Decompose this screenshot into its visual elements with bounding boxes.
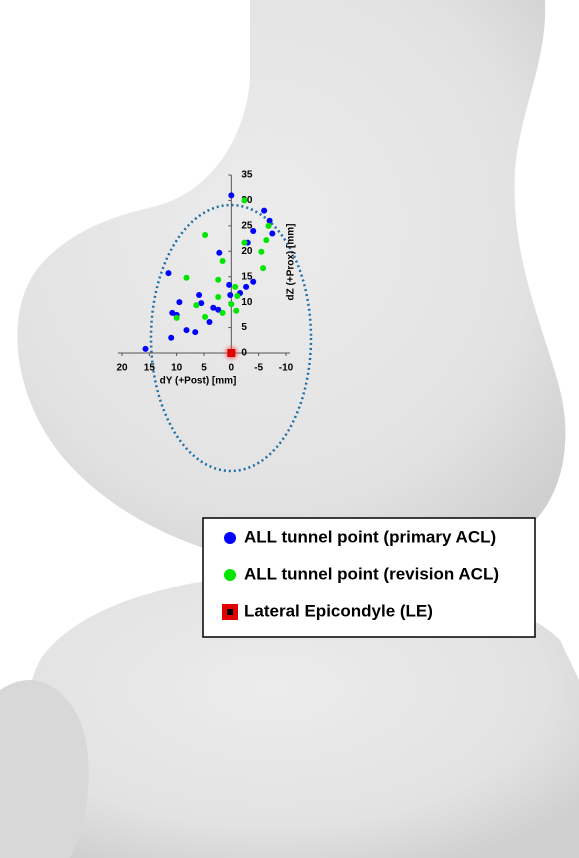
point [227, 292, 233, 298]
point [250, 228, 256, 234]
point [143, 346, 149, 352]
legend-label: Lateral Epicondyle (LE) [244, 601, 433, 620]
point [258, 249, 264, 255]
point [227, 349, 235, 357]
point [206, 319, 212, 325]
x-tick-label: -10 [279, 363, 294, 374]
point [228, 301, 234, 307]
point [241, 240, 247, 246]
bone-rendering [0, 0, 579, 858]
y-tick-label: 20 [241, 246, 253, 257]
point [269, 230, 275, 236]
x-tick-label: -5 [254, 363, 263, 374]
x-tick-label: 0 [229, 363, 235, 374]
point [220, 310, 226, 316]
legend-marker-inner [227, 609, 233, 615]
point [196, 292, 202, 298]
point [260, 265, 266, 271]
y-tick-label: 5 [241, 322, 247, 333]
point [215, 277, 221, 283]
point [165, 270, 171, 276]
point [228, 192, 234, 198]
point [243, 284, 249, 290]
point [184, 275, 190, 281]
x-tick-label: 20 [116, 363, 128, 374]
point [193, 302, 199, 308]
point [176, 299, 182, 305]
point [261, 208, 267, 214]
point [192, 329, 198, 335]
point [168, 335, 174, 341]
legend-marker [224, 569, 236, 581]
point [232, 284, 238, 290]
point [267, 218, 273, 224]
point [250, 279, 256, 285]
y-tick-label: 35 [241, 170, 253, 181]
y-tick-label: 10 [241, 297, 253, 308]
y-tick-label: 0 [241, 348, 247, 359]
point [202, 314, 208, 320]
legend-label: ALL tunnel point (primary ACL) [244, 527, 496, 546]
point [169, 310, 175, 316]
point [226, 282, 232, 288]
x-tick-label: 15 [144, 363, 156, 374]
figure: 20151050-5-1005101520253035 dY (+Post) [… [0, 0, 579, 858]
legend-label: ALL tunnel point (revision ACL) [244, 564, 499, 583]
point [215, 294, 221, 300]
point [174, 315, 180, 321]
point [241, 197, 247, 203]
point [263, 237, 269, 243]
point [233, 308, 239, 314]
x-axis-label: dY (+Post) [mm] [160, 376, 237, 387]
point [184, 327, 190, 333]
legend-marker [224, 532, 236, 544]
x-tick-label: 10 [171, 363, 183, 374]
y-axis-label: dZ (+Prox) [mm] [286, 224, 297, 301]
point [234, 293, 240, 299]
point [202, 232, 208, 238]
point [220, 258, 226, 264]
point [216, 250, 222, 256]
x-tick-label: 5 [201, 363, 207, 374]
point [266, 223, 272, 229]
